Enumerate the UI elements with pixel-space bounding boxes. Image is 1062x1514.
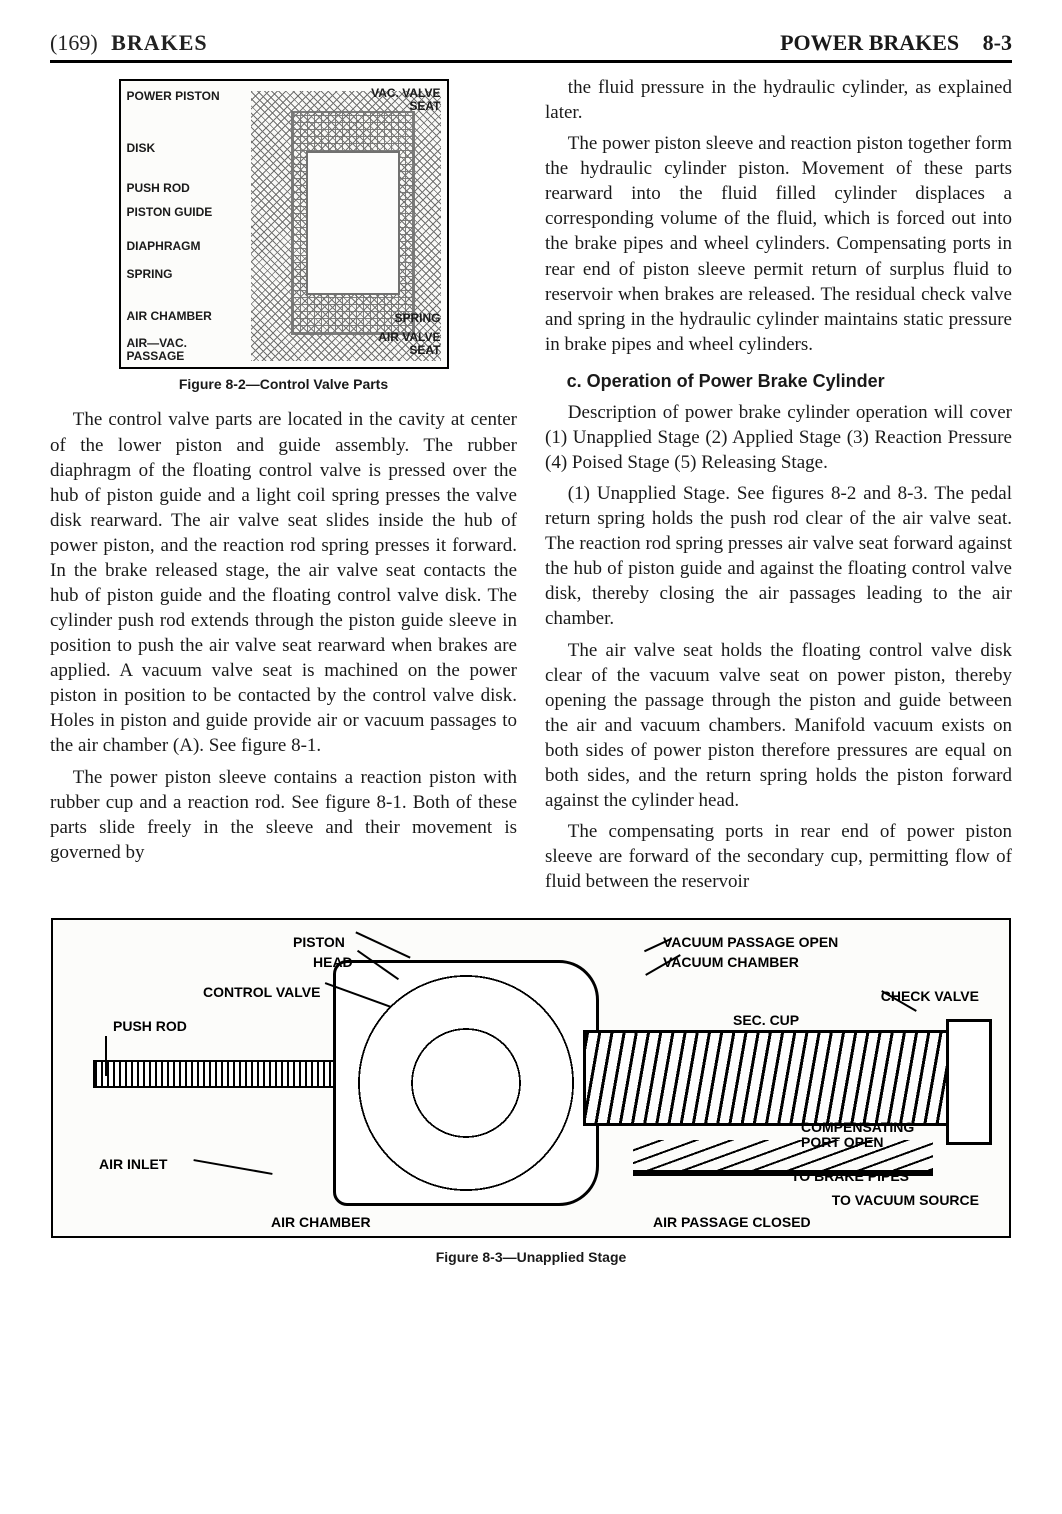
header-right: POWER BRAKES 8-3 [780,30,1012,56]
header-left: (169) BRAKES [50,30,208,56]
fig83-label-head: HEAD [313,954,353,970]
fig83-leader [193,1159,272,1175]
col1-para-2: The power piston sleeve contains a react… [50,765,517,865]
col2-para-6: The compensating ports in rear end of po… [545,819,1012,894]
figure-8-2-caption: Figure 8-2—Control Valve Parts [50,375,517,393]
col2-para-1: the fluid pressure in the hydraulic cyli… [545,75,1012,125]
figure-8-3: PISTON HEAD CONTROL VALVE PUSH ROD AIR I… [51,918,1011,1238]
col2-para-2: The power piston sleeve and reaction pis… [545,131,1012,357]
figure-8-3-wrap: PISTON HEAD CONTROL VALVE PUSH ROD AIR I… [50,918,1012,1266]
fig82-label-piston-guide: PISTON GUIDE [127,205,213,219]
fig82-label-power-piston: POWER PISTON [127,89,220,103]
page-header: (169) BRAKES POWER BRAKES 8-3 [50,30,1012,63]
col1-para-1: The control valve parts are located in t… [50,407,517,758]
fig82-label-diaphragm: DIAPHRAGM [127,239,201,253]
fig82-label-spring-left: SPRING [127,267,173,281]
fig83-label-vacuum-passage-open: VACUUM PASSAGE OPEN [663,934,838,950]
subhead-c-operation: c. Operation of Power Brake Cylinder [545,371,1012,392]
fig83-label-check-valve: CHECK VALVE [881,988,979,1004]
fig82-label-spring-right: SPRING [394,311,440,325]
fig83-label-to-brake-pipes: TO BRAKE PIPES [791,1168,909,1184]
two-column-body: POWER PISTON DISK PUSH ROD PISTON GUIDE … [50,75,1012,900]
fig82-label-air-vac-passage: AIR—VAC. PASSAGE [127,337,197,362]
page-number: (169) [50,30,98,55]
fig83-push-rod-shape [93,1060,357,1088]
col2-para-5: The air valve seat holds the floating co… [545,638,1012,814]
fig83-label-vacuum-chamber: VACUUM CHAMBER [663,954,799,970]
figure-8-3-caption: Figure 8-3—Unapplied Stage [50,1248,1012,1266]
manual-page: (169) BRAKES POWER BRAKES 8-3 POWER PIST… [0,0,1062,1514]
fig83-label-piston: PISTON [293,934,345,950]
section-number: 8-3 [983,30,1012,55]
fig83-label-sec-cup: SEC. CUP [733,1012,799,1028]
fig83-label-to-vacuum-source: TO VACUUM SOURCE [832,1192,979,1208]
col2-para-4: (1) Unapplied Stage. See figures 8-2 and… [545,481,1012,631]
col2-para-3: Description of power brake cylinder oper… [545,400,1012,475]
right-column: the fluid pressure in the hydraulic cyli… [545,75,1012,900]
fig83-label-control-valve: CONTROL VALVE [203,984,320,1000]
fig83-bell-housing-shape [333,960,599,1206]
fig83-label-push-rod: PUSH ROD [113,1018,187,1034]
fig83-cylinder-shape [583,1030,989,1126]
fig82-label-air-valve-seat: AIR VALVE SEAT [371,331,441,356]
header-left-title: BRAKES [111,30,207,55]
figure-8-2: POWER PISTON DISK PUSH ROD PISTON GUIDE … [119,79,449,369]
fig83-label-compensating-port-open: COMPENSATING PORT OPEN [801,1120,941,1149]
fig83-leader [105,1036,107,1076]
fig82-label-vac-valve-seat: VAC. VALVE SEAT [371,87,441,112]
fig83-label-air-passage-closed: AIR PASSAGE CLOSED [653,1214,811,1230]
fig83-label-air-inlet: AIR INLET [99,1156,167,1172]
fig82-label-disk: DISK [127,141,156,155]
fig83-label-air-chamber: AIR CHAMBER [271,1214,371,1230]
header-right-title: POWER BRAKES [780,30,959,55]
fig82-label-push-rod: PUSH ROD [127,181,190,195]
fig82-label-air-chamber: AIR CHAMBER [127,309,212,323]
left-column: POWER PISTON DISK PUSH ROD PISTON GUIDE … [50,75,517,900]
